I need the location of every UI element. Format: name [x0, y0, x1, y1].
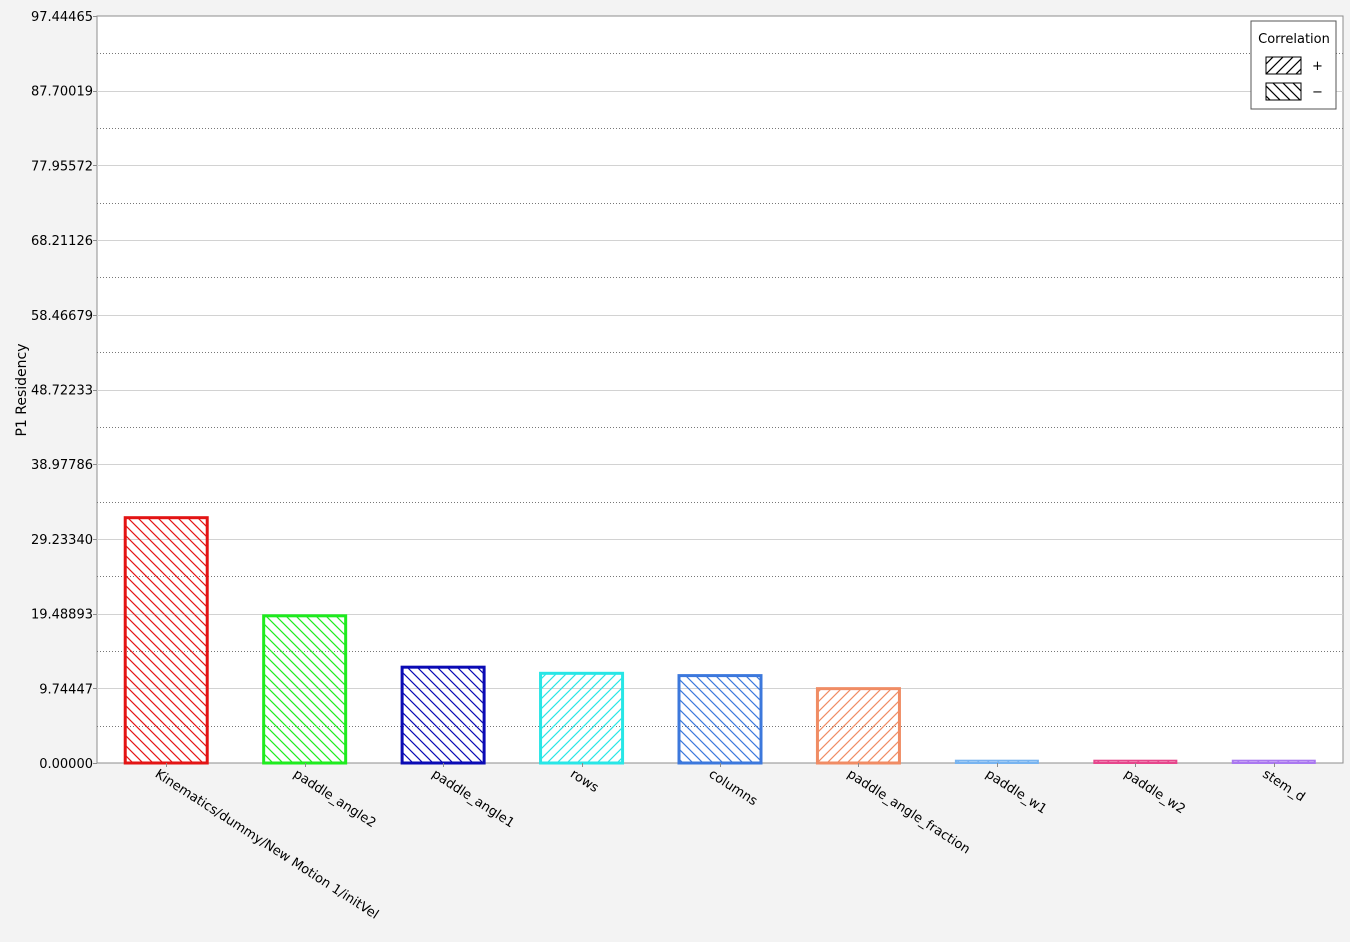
bar: [815, 687, 901, 765]
y-tick-label: 48.72233: [31, 384, 93, 399]
y-tick-label: 38.97786: [31, 458, 93, 473]
y-tick-label: 58.46679: [31, 309, 93, 324]
legend-swatch: [1265, 56, 1302, 75]
x-category-label: paddle_angle_fraction: [844, 767, 972, 858]
bar: [400, 665, 486, 765]
bar: [1093, 759, 1178, 765]
legend-swatch: [1265, 82, 1302, 101]
y-tick-label: 87.70019: [31, 85, 93, 100]
y-tick-label: 9.74447: [39, 682, 93, 697]
y-tick-label: 29.23340: [31, 533, 93, 548]
x-axis-labels: Kinematics/dummy/New Motion 1/initVelpad…: [152, 763, 1307, 923]
legend: Correlation + −: [1250, 20, 1337, 110]
x-category-label: paddle_w1: [983, 767, 1050, 818]
x-category-label: stem_d: [1260, 767, 1308, 805]
bar: [539, 671, 625, 765]
legend-label: +: [1312, 59, 1323, 74]
x-category-label: columns: [706, 767, 760, 809]
y-tick-label: 68.21126: [31, 234, 93, 249]
bars: [123, 516, 1316, 765]
y-tick-label: 77.95572: [31, 159, 93, 174]
y-tick-label: 97.44465: [31, 10, 93, 25]
legend-label: −: [1312, 85, 1323, 100]
x-category-label: paddle_angle1: [429, 767, 517, 831]
legend-title: Correlation: [1258, 32, 1330, 47]
y-axis-ticks: 0.00000 9.74447 19.48893 29.23340 38.97786 48…: [31, 10, 97, 772]
y-tick-label: 19.48893: [31, 608, 93, 623]
bar: [123, 516, 209, 765]
bar: [677, 674, 763, 765]
x-category-label: rows: [567, 767, 601, 796]
bar: [1231, 759, 1316, 765]
x-category-label: paddle_w2: [1121, 767, 1188, 818]
y-tick-label: 0.00000: [39, 757, 93, 772]
y-axis-title: P1 Residency: [14, 343, 30, 436]
bar: [954, 759, 1039, 765]
x-category-label: paddle_angle2: [290, 767, 378, 831]
bar: [262, 614, 348, 765]
x-category-label: Kinematics/dummy/New Motion 1/initVel: [152, 767, 381, 923]
